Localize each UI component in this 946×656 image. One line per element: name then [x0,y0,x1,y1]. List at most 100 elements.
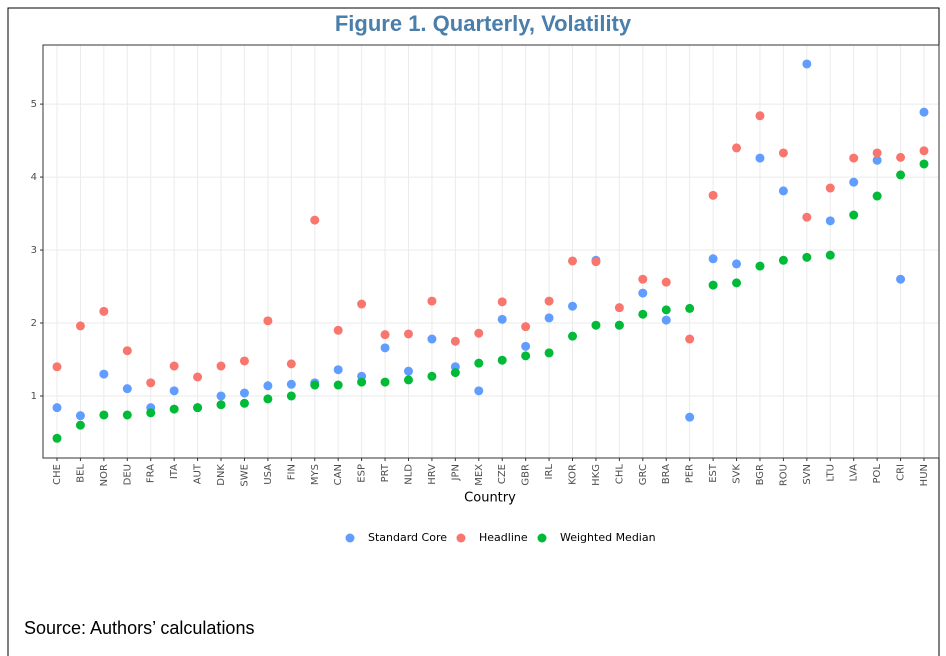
point [732,143,742,153]
point [708,280,718,290]
point [778,255,788,265]
point [333,325,343,335]
point [661,315,671,325]
x-tick-label: ESP [357,464,368,483]
x-tick-label: EST [708,463,719,483]
y-tick-label: 1 [31,391,37,402]
x-tick-label: LTU [825,464,836,482]
point [99,369,109,379]
point [591,320,601,330]
point [896,274,906,284]
point [568,301,578,311]
point [263,316,273,326]
point [99,410,109,420]
point [872,148,882,158]
point [521,351,531,361]
point [732,259,742,269]
point [919,159,929,169]
point [849,210,859,220]
point [919,146,929,156]
point [591,257,601,267]
x-tick-label: PER [685,464,696,483]
point [685,303,695,313]
point [52,433,62,443]
point [403,329,413,339]
x-tick-label: MEX [474,464,485,486]
point [802,252,812,262]
x-tick-label: LVA [849,464,860,482]
point [333,380,343,390]
point [919,107,929,117]
x-tick-label: DEU [122,464,133,485]
x-tick-label: HRV [427,464,438,485]
point [825,250,835,260]
point [450,336,460,346]
point [216,400,226,410]
legend-label: Weighted Median [560,531,656,544]
point [193,372,203,382]
x-tick-label: IRL [544,464,555,480]
point [614,320,624,330]
x-tick-label: MYS [310,464,321,485]
x-tick-label: HUN [919,464,930,486]
point [427,371,437,381]
point [169,386,179,396]
point [427,334,437,344]
point [216,361,226,371]
point [122,384,132,394]
x-tick-label: CZE [497,464,508,484]
x-tick-label: CRI [896,464,907,481]
point [474,358,484,368]
point [474,386,484,396]
point [286,379,296,389]
x-tick-label: HKG [591,464,602,486]
legend-marker [537,533,547,543]
point [263,394,273,404]
point [75,411,85,421]
point [685,412,695,422]
point [497,314,507,324]
point [75,321,85,331]
x-tick-label: USA [263,464,274,485]
point [122,410,132,420]
x-tick-label: GRC [638,464,649,485]
point [333,365,343,375]
x-tick-label: AUT [193,463,204,484]
x-tick-label: GBR [521,464,532,486]
point [708,190,718,200]
point [403,375,413,385]
point [661,277,671,287]
y-tick-label: 3 [31,245,37,256]
x-tick-label: NLD [403,464,414,485]
point [239,398,249,408]
point [568,331,578,341]
point [544,348,554,358]
point [474,328,484,338]
x-tick-label: ROU [778,464,789,486]
point [708,254,718,264]
point [169,404,179,414]
point [357,299,367,309]
y-tick-label: 4 [31,172,37,183]
point [380,377,390,387]
point [380,343,390,353]
x-tick-label: SVN [802,464,813,485]
point [286,359,296,369]
point [239,388,249,398]
point [638,288,648,298]
point [778,186,788,196]
point [427,296,437,306]
x-tick-label: FIN [286,464,297,480]
point [638,274,648,284]
legend-label: Standard Core [368,531,447,544]
x-tick-label: BEL [75,464,86,483]
legend-marker [345,533,355,543]
point [310,380,320,390]
point [896,152,906,162]
point [685,334,695,344]
chart-title: Figure 1. Quarterly, Volatility [335,11,632,36]
x-tick-label: FRA [146,464,157,483]
point [638,309,648,319]
point [122,346,132,356]
x-tick-label: CHE [52,464,63,485]
